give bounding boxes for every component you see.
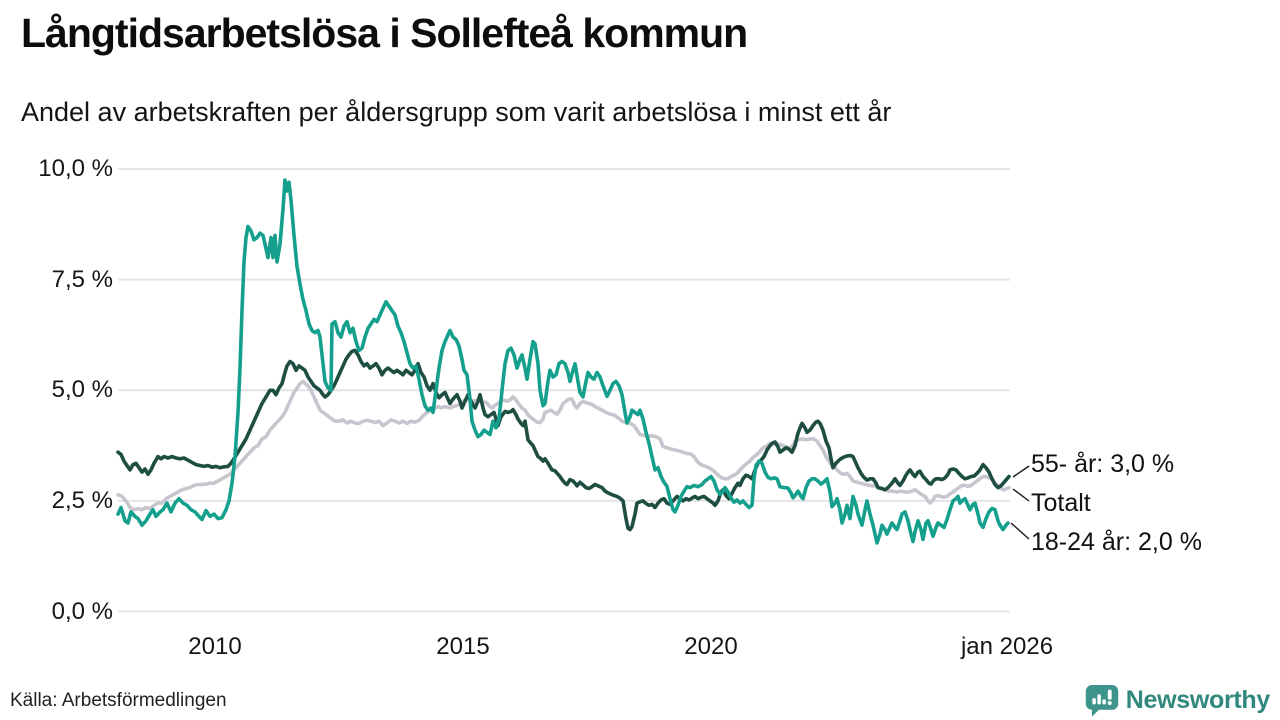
end-label-connector — [1012, 465, 1030, 478]
newsworthy-icon — [1085, 685, 1118, 717]
source-note: Källa: Arbetsförmedlingen — [10, 690, 227, 711]
x-tick-label: 2020 — [684, 633, 738, 660]
page-subtitle: Andel av arbetskraften per åldersgrupp s… — [21, 97, 892, 127]
page-title: Långtidsarbetslösa i Sollefteå kommun — [21, 10, 748, 56]
end-label-connector — [1010, 522, 1030, 540]
series-line-Totalt — [116, 379, 1011, 512]
x-tick-label: 2010 — [188, 633, 242, 660]
newsworthy-logo: Newsworthy — [1085, 684, 1270, 717]
series-end-label-18-24-r: 18-24 år: 2,0 % — [1031, 528, 1202, 556]
x-tick-label: 2015 — [436, 633, 490, 660]
y-tick-label: 2,5 % — [51, 486, 113, 514]
y-tick-label: 0,0 % — [51, 597, 113, 625]
end-label-connector — [1012, 488, 1030, 502]
y-tick-label: 5,0 % — [51, 376, 113, 404]
y-tick-label: 7,5 % — [51, 265, 113, 293]
series-end-label-55--r: 55- år: 3,0 % — [1031, 450, 1175, 478]
series-end-label-Totalt: Totalt — [1031, 489, 1091, 517]
series-line-18-24-r — [116, 178, 1010, 545]
y-tick-label: 10,0 % — [38, 155, 113, 182]
series-line-55--r — [116, 348, 1011, 532]
x-tick-label: jan 2026 — [960, 633, 1054, 660]
newsworthy-wordmark: Newsworthy — [1125, 686, 1271, 714]
